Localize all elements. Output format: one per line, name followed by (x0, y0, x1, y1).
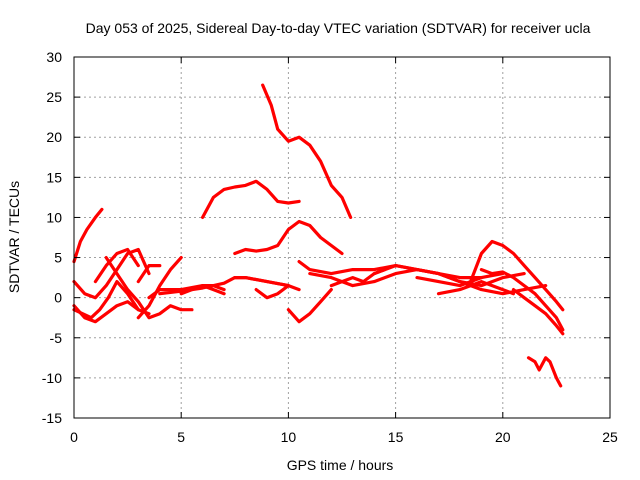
y-tick-label: 0 (54, 290, 62, 306)
series-track-5 (93, 247, 140, 284)
series-track-18 (297, 260, 483, 280)
series-track-11 (179, 284, 226, 296)
y-tick-label: 30 (46, 49, 62, 65)
x-tick-label: 15 (388, 429, 404, 445)
series-track-1 (72, 207, 104, 264)
series-track-25 (479, 268, 565, 332)
series-track-16 (254, 284, 290, 300)
series-track-7 (136, 256, 183, 320)
x-tick-label: 0 (70, 429, 78, 445)
series-track-10 (158, 276, 290, 296)
series-track-24 (469, 239, 565, 312)
y-tick-label: 10 (46, 209, 62, 225)
y-tick-label: 15 (46, 169, 62, 185)
series-track-13 (233, 219, 344, 256)
axis-ticks: 0 5 10 15 20 25 -15 -10 -5 0 5 10 15 20 25 30 (42, 49, 618, 445)
y-tick-label: 25 (46, 89, 62, 105)
series-track-2 (72, 247, 151, 300)
x-tick-label: 25 (602, 429, 618, 445)
y-tick-label: -10 (42, 370, 62, 386)
y-tick-label: -15 (42, 410, 62, 426)
x-axis-label: GPS time / hours (287, 457, 394, 473)
series-track-6 (104, 256, 194, 320)
series-track-17 (286, 288, 333, 324)
chart-title: Day 053 of 2025, Sidereal Day-to-day VTE… (86, 20, 591, 36)
grid (74, 57, 610, 418)
series-track-15 (261, 83, 353, 219)
series-track-8 (136, 264, 162, 284)
series-track-14 (233, 276, 301, 292)
y-axis-label: SDTVAR / TECUs (6, 181, 22, 293)
x-tick-label: 5 (177, 429, 185, 445)
x-tick-label: 10 (281, 429, 297, 445)
data-series (72, 83, 565, 388)
series-track-3 (72, 280, 151, 320)
plot-frame (73, 56, 611, 419)
series-track-27 (526, 356, 563, 388)
series-track-22 (415, 272, 505, 288)
series-track-26 (511, 288, 565, 336)
y-tick-label: 5 (54, 250, 62, 266)
series-track-4 (72, 300, 140, 324)
series-track-12 (201, 179, 301, 219)
y-tick-label: 20 (46, 129, 62, 145)
series-track-23 (436, 280, 516, 296)
y-tick-label: -5 (50, 330, 63, 346)
x-tick-label: 20 (495, 429, 511, 445)
